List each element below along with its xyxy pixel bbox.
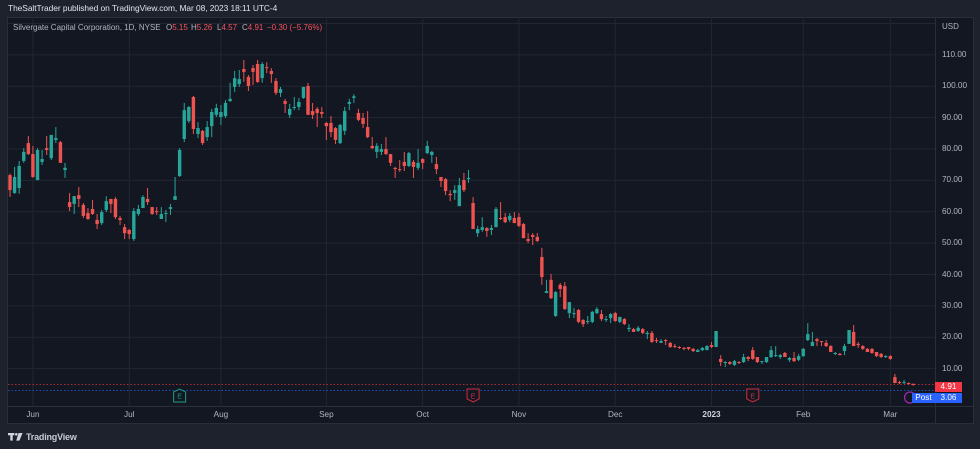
price-axis-label: 40.00 [942,269,963,279]
time-axis-label: Nov [511,410,527,419]
legend-high-label: H [191,23,197,32]
legend-close-value: 4.91 [247,23,264,32]
time-axis-label: Dec [607,410,623,419]
price-axis-label: 30.00 [942,300,963,310]
legend-low-value: 4.57 [221,23,238,32]
legend-open-label: O [166,23,173,32]
price-axis-label: 110.00 [942,49,967,59]
tradingview-footer[interactable]: TradingView [8,432,77,442]
chart-panel [7,17,974,424]
legend-low-label: L [217,23,222,32]
price-axis-label: 50.00 [942,238,963,248]
legend-high: H5.26 [191,23,212,33]
legend-close: C4.91 [242,23,263,33]
price-axis-label: 20.00 [942,332,963,342]
price-axis-label: 90.00 [942,112,963,122]
price-axis-label: 100.00 [942,81,968,91]
legend-high-value: 5.26 [196,23,213,32]
currency-label: USD [942,22,959,31]
time-axis-label: Aug [213,410,229,419]
legend-open-value: 5.15 [172,23,188,32]
time-axis-label: Sep [319,410,334,419]
tradingview-brand: TradingView [26,432,77,442]
time-axis-label: 2023 [702,410,721,419]
symbol-title: Silvergate Capital Corporation, 1D, NYSE [13,23,161,32]
price-axis-label: 10.00 [942,363,963,373]
legend-change: −0.30 (−5.76%) [267,23,323,32]
time-axis-label: Jun [26,410,40,419]
post-market-price-tag: 3.06 [935,393,962,403]
legend-low: L4.57 [217,23,237,33]
tradingview-logo-icon [8,433,23,441]
time-axis-label: Oct [416,410,430,419]
legend-close-label: C [242,23,248,32]
price-axis-label: 70.00 [942,175,963,185]
price-axis-label: 60.00 [942,206,963,216]
time-axis-label: Feb [796,410,811,419]
publish-header: TheSaltTrader published on TradingView.c… [8,3,278,13]
post-market-tag-label: Post [912,393,935,403]
time-axis-label: Mar [883,410,898,419]
price-axis-label: 80.00 [942,144,963,154]
legend-open: O5.15 [166,23,188,33]
time-axis-label: Jul [123,410,135,419]
last-price-tag: 4.91 [935,382,962,392]
